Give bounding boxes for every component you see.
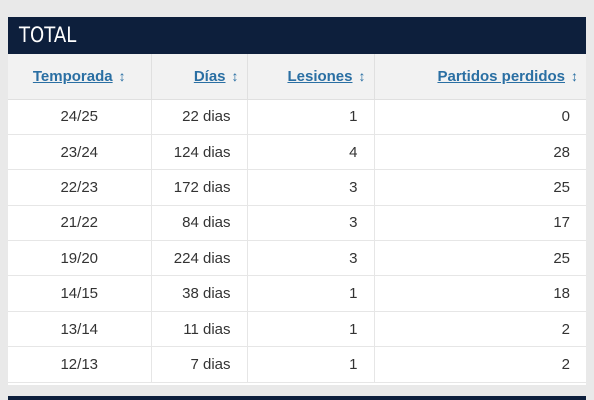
column-header-label[interactable]: Partidos perdidos xyxy=(437,67,565,85)
injuries-cell: 3 xyxy=(247,240,375,277)
column-header-label[interactable]: Temporada xyxy=(32,67,113,85)
injuries-cell: 4 xyxy=(247,134,375,171)
season-cell: 21/22 xyxy=(8,205,152,242)
games-missed-cell: 2 xyxy=(374,346,586,383)
days-cell: 7 dias xyxy=(151,346,248,383)
season-cell: 12/13 xyxy=(8,346,152,383)
days-cell: 11 dias xyxy=(151,311,248,348)
season-cell: 19/20 xyxy=(8,240,152,277)
games-missed-cell: 2 xyxy=(374,311,586,348)
injuries-cell: 1 xyxy=(247,311,375,348)
games-missed-cell: 18 xyxy=(374,275,586,312)
table-row: 21/22 84 dias 3 17 xyxy=(8,205,586,242)
sort-updown-icon[interactable]: ↕ xyxy=(358,67,366,84)
table-body: 24/25 22 dias 1 0 23/24 124 dias 4 28 22… xyxy=(8,99,586,383)
sort-updown-icon[interactable]: ↕ xyxy=(231,67,239,84)
games-missed-cell: 25 xyxy=(374,240,586,277)
column-header-lesiones[interactable]: Lesiones ↕ xyxy=(247,54,375,100)
season-cell: 22/23 xyxy=(8,169,152,206)
table-header: Temporada ↕ Días ↕ Lesiones ↕ Partidos perd… xyxy=(8,54,586,100)
sort-updown-icon[interactable]: ↕ xyxy=(571,67,578,84)
table-row: 12/13 7 dias 1 2 xyxy=(8,346,586,383)
injuries-cell: 3 xyxy=(247,169,375,206)
column-header-label[interactable]: Días xyxy=(193,67,226,85)
table-row: 14/15 38 dias 1 18 xyxy=(8,275,586,312)
season-cell: 24/25 xyxy=(8,99,152,135)
games-missed-cell: 17 xyxy=(374,205,586,242)
games-missed-cell: 25 xyxy=(374,169,586,206)
table-row: 23/24 124 dias 4 28 xyxy=(8,134,586,171)
column-header-label[interactable]: Lesiones xyxy=(287,67,353,85)
table-row: 22/23 172 dias 3 25 xyxy=(8,169,586,206)
season-cell: 23/24 xyxy=(8,134,152,171)
days-cell: 224 dias xyxy=(151,240,248,277)
injury-table: Temporada ↕ Días ↕ Lesiones ↕ Partidos perd… xyxy=(8,54,586,383)
injuries-cell: 3 xyxy=(247,205,375,242)
panel-title-text: TOTAL xyxy=(19,23,77,47)
days-cell: 124 dias xyxy=(151,134,248,171)
table-row: 13/14 11 dias 1 2 xyxy=(8,311,586,348)
table-row: 19/20 224 dias 3 25 xyxy=(8,240,586,277)
days-cell: 22 dias xyxy=(151,99,248,135)
sort-updown-icon[interactable]: ↕ xyxy=(118,67,126,84)
injury-totals-panel: TOTAL Temporada ↕ Días ↕ Lesiones ↕ Partido… xyxy=(8,17,586,385)
injuries-cell: 1 xyxy=(247,99,375,135)
days-cell: 172 dias xyxy=(151,169,248,206)
games-missed-cell: 0 xyxy=(374,99,586,135)
games-missed-cell: 28 xyxy=(374,134,586,171)
injuries-cell: 1 xyxy=(247,346,375,383)
days-cell: 84 dias xyxy=(151,205,248,242)
season-cell: 13/14 xyxy=(8,311,152,348)
table-row: 24/25 22 dias 1 0 xyxy=(8,99,586,135)
panel-title: TOTAL xyxy=(8,17,586,54)
column-header-temporada[interactable]: Temporada ↕ xyxy=(8,54,152,100)
season-cell: 14/15 xyxy=(8,275,152,312)
column-header-dias[interactable]: Días ↕ xyxy=(151,54,248,100)
days-cell: 38 dias xyxy=(151,275,248,312)
column-header-partidos-perdidos[interactable]: Partidos perdidos ↕ xyxy=(374,54,586,100)
next-panel-header-edge xyxy=(8,396,586,400)
header-row: Temporada ↕ Días ↕ Lesiones ↕ Partidos perd… xyxy=(8,54,586,100)
injuries-cell: 1 xyxy=(247,275,375,312)
